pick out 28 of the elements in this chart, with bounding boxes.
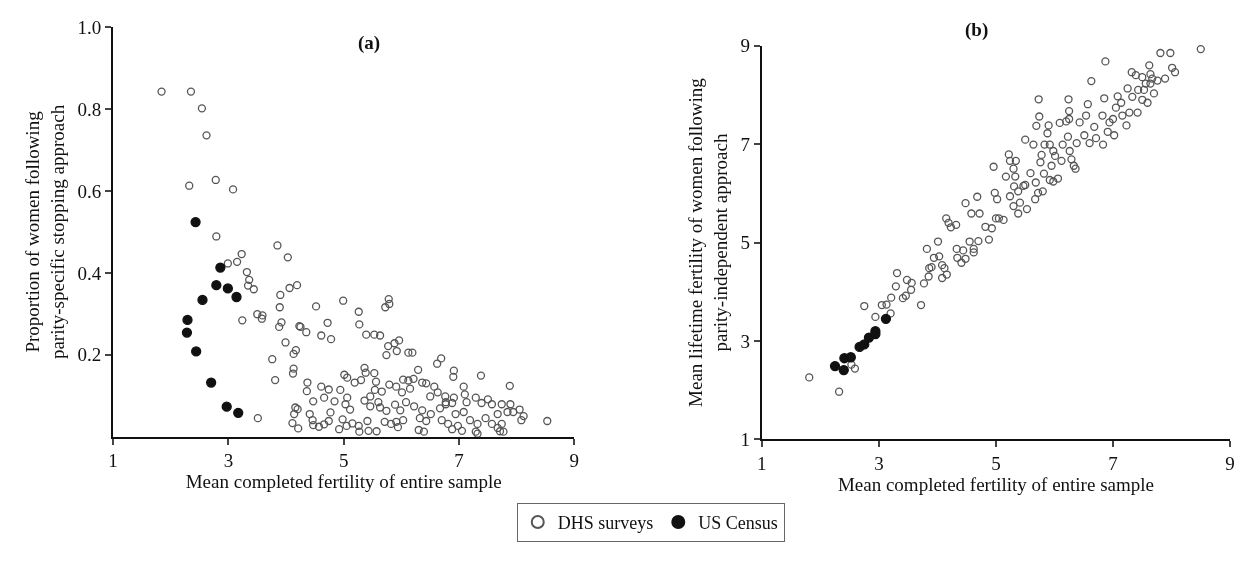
y-tick-label: 0.8 (77, 98, 102, 120)
x-tick-label: 3 (874, 453, 884, 475)
y-tick-label: 1 (740, 429, 751, 451)
y-tick-label: 0.2 (77, 344, 102, 366)
x-tick-label: 7 (1108, 453, 1118, 475)
x-tick-label: 5 (339, 450, 349, 472)
chart-title: (b) (965, 19, 989, 41)
x-tick-label: 9 (569, 450, 580, 472)
legend-label: DHS surveys (557, 512, 654, 533)
x-tick-label: 1 (757, 453, 767, 475)
y-tick-label: 9 (740, 35, 751, 57)
y-tick-label: 7 (740, 133, 751, 155)
y-axis-title: Proportion of women following parity-specific stopping approach (22, 104, 68, 360)
chart-title: (a) (358, 32, 381, 54)
x-tick-label: 9 (1225, 453, 1235, 475)
x-tick-label: 7 (454, 450, 464, 472)
y-axis-title: Mean lifetime fertility of women following parity-independent approach (685, 77, 731, 407)
y-tick-label: 1.0 (77, 16, 102, 38)
x-tick-label: 3 (223, 450, 234, 472)
y-tick-label: 0.6 (77, 180, 102, 202)
y-tick-label: 5 (740, 232, 751, 254)
x-tick-label: 5 (991, 453, 1001, 475)
x-tick-label: 1 (108, 450, 118, 472)
y-tick-label: 3 (740, 330, 751, 352)
x-axis-title: Mean completed fertility of entire sample (185, 471, 502, 493)
x-axis-title: Mean completed fertility of entire sample (837, 474, 1154, 496)
y-tick-label: 0.4 (77, 262, 102, 284)
legend-label: US Census (698, 512, 778, 533)
